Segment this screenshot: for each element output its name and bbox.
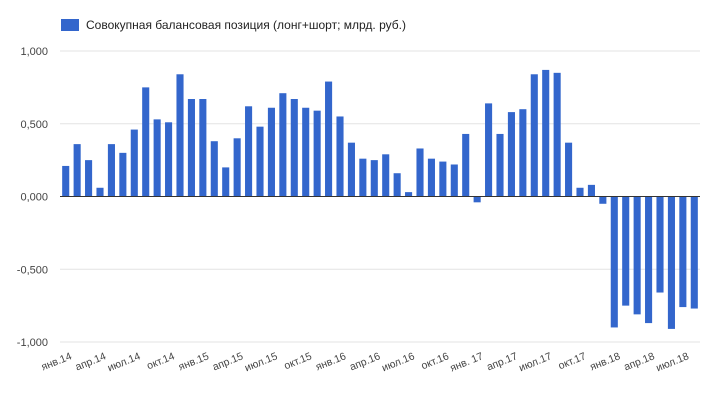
legend: Совокупная балансовая позиция (лонг+шорт… [61,18,406,32]
bar [267,107,275,197]
x-tick-label: окт.14 [145,350,176,372]
bar [576,187,584,197]
x-tick-label: янв. 17 [448,350,485,374]
bar [359,158,367,197]
bar [325,81,333,197]
bar [553,72,561,197]
bar [393,173,401,197]
bars [62,69,698,329]
bar [645,196,653,324]
bar [485,103,493,197]
bar [405,192,413,197]
bar [599,196,607,204]
x-tick-label: апр.18 [622,350,656,373]
bar [679,196,687,308]
x-tick-label: июл.17 [517,350,553,374]
x-tick-label: окт.17 [557,350,588,372]
bar [199,99,207,197]
bar [382,154,390,197]
bar [347,142,355,197]
x-tick-label: июл.16 [380,350,416,374]
bar [462,133,470,197]
bar [336,116,344,197]
bar [233,138,241,197]
bar [690,196,698,309]
y-axis-ticks: 1,000 0,500 0,000 -0,500 -1,000 [17,46,48,349]
bar [450,164,458,197]
bar [622,196,630,306]
bar [439,161,447,197]
bar [279,93,287,197]
x-tick-label: апр.16 [348,350,382,373]
y-tick-label: -0,500 [17,264,48,276]
bar [667,196,675,329]
bar [153,119,161,197]
x-tick-label: июл.15 [243,350,279,374]
y-tick-label: -1,000 [17,337,48,349]
bar [107,144,115,197]
bar [302,107,310,197]
bar [119,152,127,197]
bar [176,74,184,197]
bar [587,184,595,197]
x-tick-label: окт.15 [282,350,313,372]
x-tick-label: апр.14 [74,350,108,373]
bar [187,99,195,197]
bar [222,167,230,197]
bar [85,160,93,197]
y-tick-label: 1,000 [20,46,48,58]
bar [370,160,378,197]
x-tick-label: апр.17 [485,350,519,373]
x-tick-label: июл.18 [654,350,690,374]
bar [656,196,664,293]
x-tick-label: янв.18 [588,350,622,373]
bar [290,99,298,197]
bar [519,109,527,197]
x-tick-label: янв.15 [177,350,211,373]
y-tick-label: 0,500 [20,119,48,131]
bar [256,126,264,197]
x-tick-label: янв.14 [40,350,74,373]
bar [610,196,618,328]
bar [210,141,218,197]
y-tick-label: 0,000 [20,192,48,204]
bar [62,165,70,197]
x-tick-label: янв.16 [314,350,348,373]
bar [542,69,550,197]
bar [416,148,424,197]
bar [496,133,504,197]
bar [73,144,81,197]
x-tick-label: апр.15 [211,350,245,373]
bar [565,142,573,197]
x-tick-label: июл.14 [106,350,142,374]
bar [507,112,515,197]
legend-swatch [61,19,79,31]
bar [130,129,138,197]
bar [530,74,538,197]
legend-label: Совокупная балансовая позиция (лонг+шорт… [86,18,406,32]
bar [142,87,150,197]
bar [96,187,104,197]
bar [165,122,173,197]
x-tick-label: окт.16 [419,350,450,372]
bar [245,106,253,197]
bar [633,196,641,315]
bar [427,158,435,197]
bar [473,196,481,203]
bar [313,110,321,197]
